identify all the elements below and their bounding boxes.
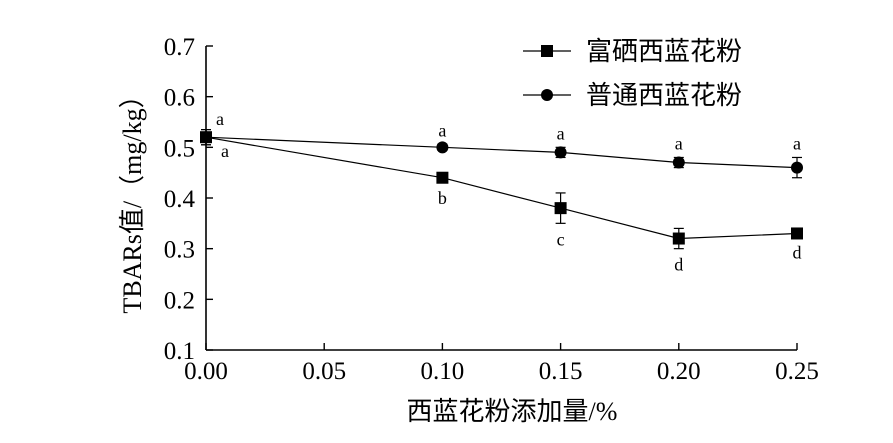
series-regular-broccoli: aa aa a bbox=[200, 109, 803, 179]
y-tick-label: 0.5 bbox=[164, 135, 195, 162]
data-point-circle bbox=[436, 141, 449, 154]
significance-label: a bbox=[216, 109, 224, 129]
y-axis-title: TBARs值/（mg/kg） bbox=[118, 82, 147, 313]
y-tick-label: 0.1 bbox=[164, 338, 195, 365]
legend-label-selenium: 富硒西蓝花粉 bbox=[586, 37, 742, 66]
significance-label: d bbox=[793, 243, 802, 263]
y-tick-label: 0.2 bbox=[164, 287, 195, 314]
legend-item-selenium: 富硒西蓝花粉 bbox=[523, 37, 742, 66]
x-tick-label: 0.05 bbox=[302, 358, 346, 385]
x-tick-label: 0.00 bbox=[184, 358, 228, 385]
data-point-circle bbox=[200, 131, 212, 144]
x-axis: 0.00 0.05 0.10 0.15 0.20 0.25 bbox=[184, 343, 819, 385]
y-ticks: 0.1 0.2 0.3 0.4 0.5 0.6 0.7 bbox=[164, 34, 213, 365]
y-tick-label: 0.6 bbox=[164, 85, 195, 112]
data-point-square bbox=[436, 171, 449, 184]
legend: 富硒西蓝花粉 普通西蓝花粉 bbox=[523, 37, 742, 110]
data-point-circle bbox=[791, 161, 803, 174]
x-tick-label: 0.25 bbox=[775, 358, 819, 385]
data-point-square bbox=[554, 202, 567, 215]
y-axis: 0.1 0.2 0.3 0.4 0.5 0.6 0.7 bbox=[164, 34, 213, 365]
legend-marker-circle bbox=[541, 89, 553, 101]
significance-label: a bbox=[793, 133, 801, 153]
significance-label: b bbox=[438, 188, 447, 208]
data-point-circle bbox=[554, 146, 567, 159]
x-tick-label: 0.10 bbox=[421, 358, 465, 385]
y-tick-label: 0.3 bbox=[164, 237, 195, 264]
x-tick-label: 0.20 bbox=[657, 358, 701, 385]
significance-label: c bbox=[557, 229, 565, 249]
y-tick-label: 0.4 bbox=[164, 186, 196, 213]
x-axis-title: 西蓝花粉添加量/% bbox=[407, 397, 618, 426]
data-point-circle bbox=[672, 156, 685, 169]
legend-marker-square bbox=[541, 45, 553, 57]
x-ticks: 0.00 0.05 0.10 0.15 0.20 0.25 bbox=[184, 343, 819, 385]
x-tick-label: 0.15 bbox=[539, 358, 583, 385]
series-selenium-broccoli: a b c d d bbox=[200, 129, 803, 275]
significance-label: a bbox=[221, 141, 229, 161]
legend-item-regular: 普通西蓝花粉 bbox=[523, 81, 742, 110]
legend-label-regular: 普通西蓝花粉 bbox=[586, 81, 742, 110]
significance-label: a bbox=[675, 133, 683, 153]
y-tick-label: 0.7 bbox=[164, 34, 195, 61]
data-point-square bbox=[672, 232, 685, 245]
data-point-square bbox=[791, 227, 803, 240]
significance-label: d bbox=[674, 255, 683, 275]
significance-label: a bbox=[438, 120, 446, 140]
series-line bbox=[205, 136, 798, 240]
significance-label: a bbox=[557, 123, 565, 143]
